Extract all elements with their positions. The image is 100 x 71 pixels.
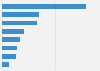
Bar (2, 46, 17, 50)
Bar (2, 21, 37, 25)
Bar (2, 12, 39, 17)
Bar (2, 29, 24, 34)
Bar (2, 62, 9, 67)
Bar (2, 37, 20, 42)
Bar (2, 54, 16, 59)
Bar (2, 4, 86, 9)
